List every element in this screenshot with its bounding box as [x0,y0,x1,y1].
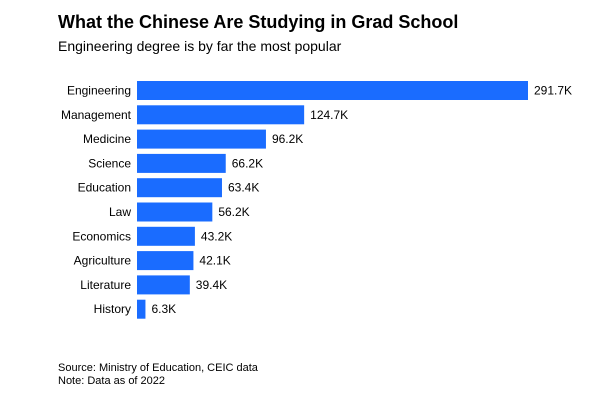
value-label: 6.3K [151,302,176,316]
value-label: 39.4K [196,278,227,292]
bar [137,202,213,222]
category-label: History [94,302,131,316]
bar-chart: Engineering 291.7K Management 124.7K Medicin… [61,81,572,319]
category-label: Engineering [67,84,131,98]
category-label: Economics [72,229,131,243]
bar [137,105,305,125]
bar [137,153,226,173]
bar [137,299,146,319]
bar [137,178,222,198]
bar [137,81,528,100]
value-label: 66.2K [232,156,263,170]
category-label: Science [88,156,131,170]
chart-footer: Source: Ministry of Education, CEIC data… [58,362,258,388]
data-note: Note: Data as of 2022 [58,375,166,387]
bar [137,251,194,271]
value-label: 56.2K [218,205,249,219]
category-label: Medicine [83,132,131,146]
value-label: 43.2K [201,229,232,243]
bar [137,226,195,246]
value-label: 124.7K [310,108,348,122]
category-label: Law [109,205,131,219]
category-label: Education [78,181,131,195]
value-label: 42.1K [199,254,230,268]
chart-title: What the Chinese Are Studying in Grad Sc… [58,12,459,32]
value-label: 63.4K [228,181,259,195]
source-note: Source: Ministry of Education, CEIC data [58,362,258,374]
bar [137,129,266,149]
category-label: Agriculture [74,254,132,268]
value-label: 96.2K [272,132,303,146]
category-label: Literature [80,278,131,292]
category-label: Management [61,108,132,122]
chart-subtitle: Engineering degree is by far the most po… [58,38,342,54]
bar [137,275,190,295]
value-label: 291.7K [534,84,572,98]
